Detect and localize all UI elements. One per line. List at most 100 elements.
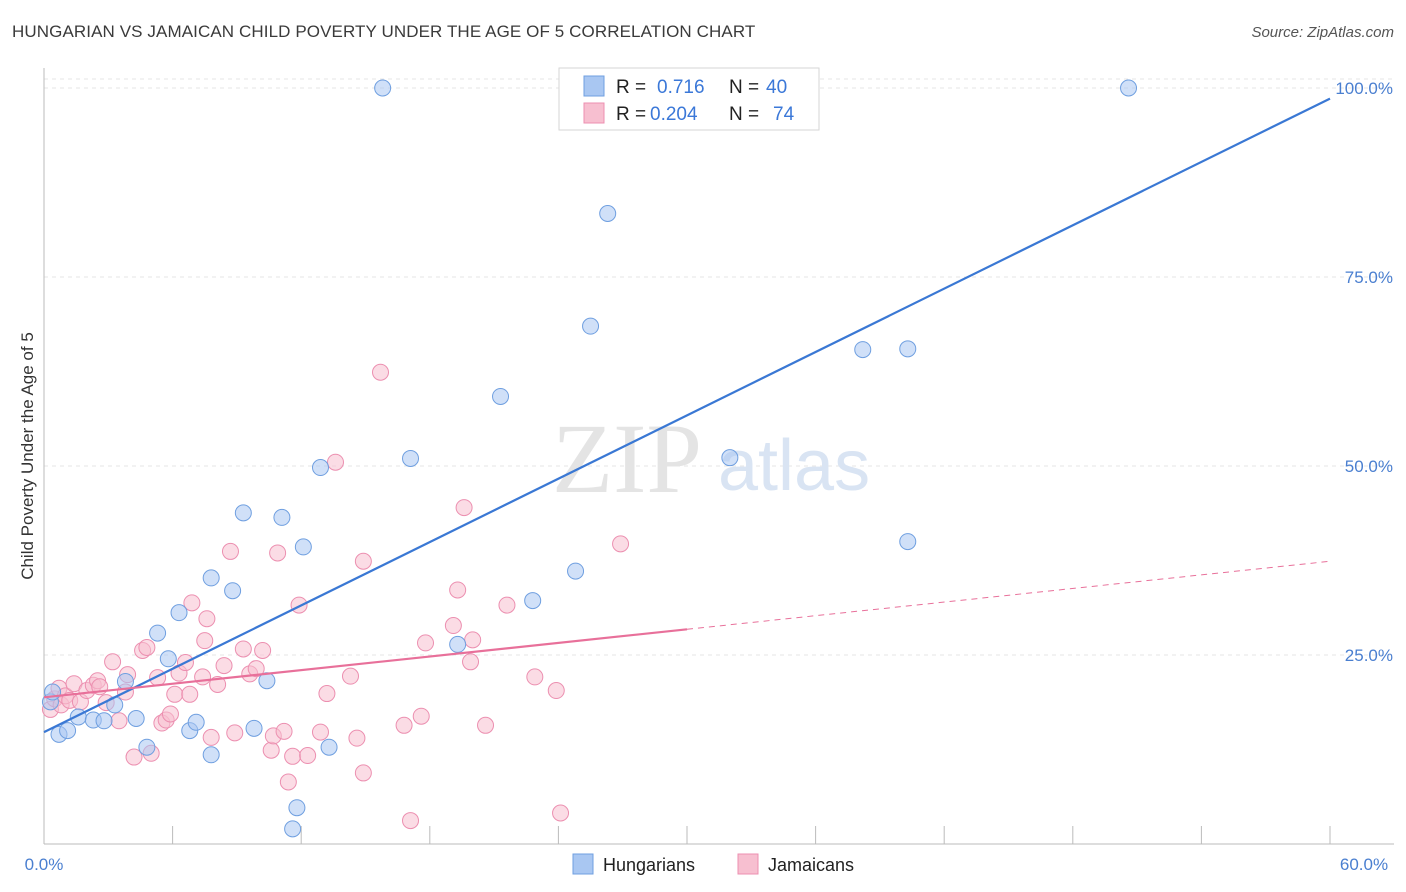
jamaicans-point	[354, 552, 372, 570]
hungarians-point	[899, 340, 917, 358]
hungarians-point	[374, 79, 392, 97]
x-tick-label-min: 0.0%	[25, 855, 64, 874]
y-axis-label: Child Poverty Under the Age of 5	[18, 332, 37, 580]
correlation-legend: R = 0.716 N = 40 R = 0.204 N = 74	[558, 67, 820, 131]
source-credit: Source: ZipAtlas.com	[1251, 24, 1394, 41]
jamaicans-point	[215, 657, 233, 675]
jamaicans-point	[311, 723, 329, 741]
y-tick-label: 25.0%	[1345, 646, 1393, 665]
jamaicans-point	[166, 685, 184, 703]
jamaicans-point	[402, 812, 420, 830]
jamaicans-point	[449, 581, 467, 599]
jamaicans-point	[254, 641, 272, 659]
hungarians-point	[567, 562, 585, 580]
y-tick-label: 75.0%	[1345, 268, 1393, 287]
hungarians-point	[492, 387, 510, 405]
hungarians-point	[138, 738, 156, 756]
jamaicans-point	[198, 610, 216, 628]
hungarians-point	[284, 820, 302, 838]
hungarians-point	[273, 508, 291, 526]
series-legend: Hungarians Jamaicans	[572, 853, 854, 875]
jamaicans-point	[247, 660, 265, 678]
hungarians-point	[854, 341, 872, 359]
jamaicans-point	[149, 669, 167, 687]
jamaicans-point	[196, 632, 214, 650]
legend-r-label-jamaicans: R =	[616, 104, 646, 125]
jamaicans-point	[181, 685, 199, 703]
hungarians-point	[599, 204, 617, 222]
jamaicans-point	[318, 685, 336, 703]
hungarians-point	[170, 604, 188, 622]
bottom-legend-label-jamaicans: Jamaicans	[768, 855, 854, 875]
hungarians-point	[899, 533, 917, 551]
legend-r-value-jamaicans: 0.204	[650, 104, 698, 125]
jamaicans-point	[526, 668, 544, 686]
jamaicans-point	[110, 712, 128, 730]
jamaicans-point	[269, 544, 287, 562]
legend-swatch-jamaicans	[583, 102, 605, 124]
jamaicans-point	[464, 631, 482, 649]
hungarians-point	[224, 582, 242, 600]
hungarians-point	[234, 504, 252, 522]
hungarians-point	[311, 459, 329, 477]
jamaicans-point	[477, 716, 495, 734]
legend-n-label-hungarians: N =	[729, 77, 759, 98]
jamaicans-point	[226, 724, 244, 742]
hungarians-point	[159, 650, 177, 668]
hungarians-point	[320, 738, 338, 756]
jamaicans-point	[299, 747, 317, 765]
gridlines	[44, 78, 1394, 656]
jamaicans-point	[202, 728, 220, 746]
legend-n-value-hungarians: 40	[766, 77, 787, 98]
chart-title: HUNGARIAN VS JAMAICAN CHILD POVERTY UNDE…	[12, 22, 756, 41]
jamaicans-point	[552, 804, 570, 822]
jamaicans-point	[262, 741, 280, 759]
jamaicans-point	[395, 716, 413, 734]
jamaicans-point	[326, 453, 344, 471]
y-tick-label: 100.0%	[1335, 79, 1393, 98]
jamaicans-point	[125, 748, 143, 766]
hungarians-trend-line	[43, 97, 1331, 734]
legend-r-label-hungarians: R =	[616, 77, 646, 98]
hungarians-point	[245, 719, 263, 737]
legend-swatch-hungarians	[583, 75, 605, 97]
hungarians-point	[59, 722, 77, 740]
hungarians-point	[582, 317, 600, 335]
legend-n-label-jamaicans: N =	[729, 104, 759, 125]
jamaicans-point	[412, 707, 430, 725]
jamaicans-point	[341, 667, 359, 685]
bottom-legend-label-hungarians: Hungarians	[603, 855, 695, 875]
jamaicans-point	[234, 640, 252, 658]
watermark-atlas: atlas	[718, 426, 870, 506]
jamaicans-point	[275, 722, 293, 740]
jamaicans-point	[444, 617, 462, 635]
jamaicans-point	[498, 596, 516, 614]
trend-lines	[43, 97, 1331, 734]
jamaicans-point	[462, 653, 480, 671]
bottom-legend-swatch-hungarians	[572, 853, 594, 875]
hungarians-point	[187, 713, 205, 731]
jamaicans-point	[290, 596, 308, 614]
jamaicans-point	[138, 638, 156, 656]
x-tick-label-max: 60.0%	[1340, 855, 1388, 874]
hungarians-point	[721, 449, 739, 467]
legend-n-value-jamaicans: 74	[773, 104, 795, 125]
hungarians-point	[95, 712, 113, 730]
hungarians-point	[449, 635, 467, 653]
x-ticks	[43, 826, 1331, 844]
hungarians-point	[524, 592, 542, 610]
hungarians-point	[294, 538, 312, 556]
jamaicans-point	[455, 499, 473, 517]
bottom-legend-swatch-jamaicans	[737, 853, 759, 875]
y-tick-label: 50.0%	[1345, 457, 1393, 476]
jamaicans-point	[348, 729, 366, 747]
jamaicans-point	[194, 668, 212, 686]
jamaicans-point	[372, 363, 390, 381]
jamaicans-point	[104, 653, 122, 671]
jamaicans-point	[221, 542, 239, 560]
hungarians-point	[149, 624, 167, 642]
jamaicans-point	[161, 705, 179, 723]
jamaicans-point	[612, 535, 630, 553]
y-tick-labels: 25.0% 50.0% 75.0% 100.0%	[1335, 79, 1393, 665]
